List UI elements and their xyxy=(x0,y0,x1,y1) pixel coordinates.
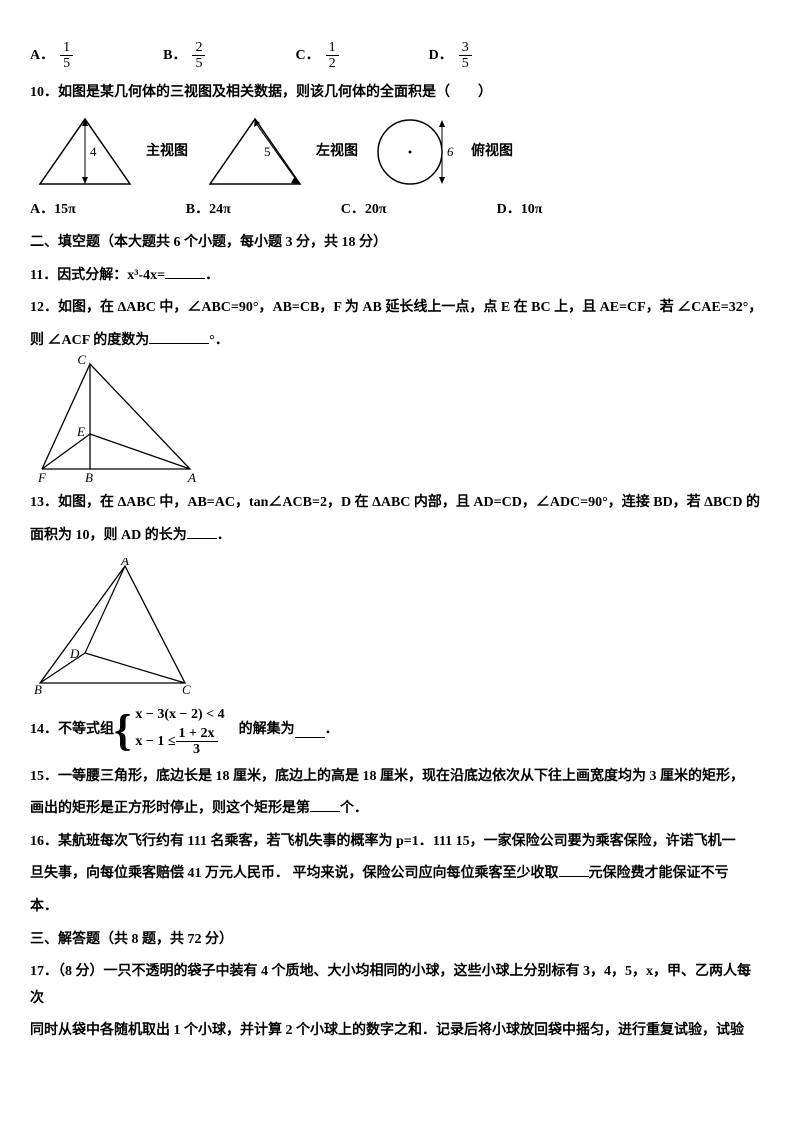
q10-opt-a: A．15π xyxy=(30,197,76,224)
q13-svg: A D B C xyxy=(30,558,200,698)
q13-line2: 面积为 10，则 AD 的长为 ． xyxy=(30,523,764,550)
lbl-c2: C xyxy=(182,682,191,697)
section-3-title: 三、解答题（共 8 题，共 72 分） xyxy=(30,927,764,954)
q14-b: 的解集为 xyxy=(225,717,295,744)
q10-opt-c: C．20π xyxy=(341,197,387,224)
lbl-e: E xyxy=(76,424,85,439)
q11-tail: ． xyxy=(205,268,219,283)
q-options-fractions: A． 1 5 B． 2 5 C． 1 2 D． 3 5 xyxy=(30,40,764,72)
brace-icon: { xyxy=(114,709,131,753)
q13-line1: 13．如图，在 ΔABC 中，AB=AC，tan∠ACB=2，D 在 ΔABC … xyxy=(30,490,764,517)
top-view-label: 俯视图 xyxy=(471,139,513,166)
side-val: 5 xyxy=(264,144,271,159)
front-view: 4 主视图 xyxy=(30,114,188,189)
q16-line2: 旦失事，向每位乘客赔偿 41 万元人民币． 平均来说，保险公司应向每位乘客至少收… xyxy=(30,861,764,888)
q16-line1: 16．某航班每次飞行约有 111 名乘客，若飞机失事的概率为 p=1．111 1… xyxy=(30,829,764,856)
q11-text: 11．因式分解：x³-4x= xyxy=(30,268,165,283)
option-d-label: D． xyxy=(429,43,453,70)
sys-line2: x − 1 ≤ 1 + 2x 3 xyxy=(135,726,224,758)
q12-l2b: °． xyxy=(209,333,229,348)
q13-figure: A D B C xyxy=(30,558,764,698)
q16-l2a: 旦失事，向每位乘客赔偿 41 万元人民币． 平均来说，保险公司应向每位乘客至少收… xyxy=(30,866,559,881)
top-d: 6 xyxy=(447,144,454,159)
lbl-c: C xyxy=(77,354,86,367)
front-view-svg: 4 xyxy=(30,114,140,189)
q12-svg: C E F B A xyxy=(30,354,210,484)
q10-text: 10．如图是某几何体的三视图及相关数据，则该几何体的全面积是（ ） xyxy=(30,80,764,107)
q15-line2: 画出的矩形是正方形时停止，则这个矩形是第 个． xyxy=(30,796,764,823)
q10-opt-b: B．24π xyxy=(186,197,231,224)
top-view-svg: 6 xyxy=(370,114,465,189)
q14-c: ． xyxy=(325,717,339,744)
sys-line1: x − 3(x − 2) < 4 xyxy=(135,704,224,726)
option-a: A． 1 5 xyxy=(30,40,73,72)
q10-opt-d: D．10π xyxy=(497,197,543,224)
q14-system: { x − 3(x − 2) < 4 x − 1 ≤ 1 + 2x 3 xyxy=(114,704,225,758)
q12-line1: 12．如图，在 ΔABC 中，∠ABC=90°，AB=CB，F 为 AB 延长线… xyxy=(30,295,764,322)
q11-blank xyxy=(165,264,205,279)
q12-l2a: 则 ∠ACF 的度数为 xyxy=(30,333,149,348)
side-view-svg: 5 xyxy=(200,114,310,189)
q15-l2a: 画出的矩形是正方形时停止，则这个矩形是第 xyxy=(30,801,310,816)
option-a-label: A． xyxy=(30,43,54,70)
side-view: 5 左视图 xyxy=(200,114,358,189)
option-d: D． 3 5 xyxy=(429,40,472,72)
option-d-frac: 3 5 xyxy=(459,40,472,72)
q14: 14．不等式组 { x − 3(x − 2) < 4 x − 1 ≤ 1 + 2… xyxy=(30,704,764,758)
sys-lines: x − 3(x − 2) < 4 x − 1 ≤ 1 + 2x 3 xyxy=(135,704,224,758)
option-c-label: C． xyxy=(295,43,319,70)
section-2-title: 二、填空题（本大题共 6 个小题，每小题 3 分，共 18 分） xyxy=(30,230,764,257)
q14-blank xyxy=(295,723,325,738)
option-c: C． 1 2 xyxy=(295,40,338,72)
q12-figure: C E F B A xyxy=(30,354,764,484)
option-b: B． 2 5 xyxy=(163,40,205,72)
lbl-a: A xyxy=(187,470,196,484)
lbl-b: B xyxy=(85,470,93,484)
q13-l2b: ． xyxy=(217,528,231,543)
option-b-label: B． xyxy=(163,43,186,70)
sys2a: x − 1 ≤ xyxy=(135,731,175,753)
q16-l2b: 元保险费才能保证不亏 xyxy=(589,866,729,881)
q17-line2: 同时从袋中各随机取出 1 个小球，并计算 2 个小球上的数字之和．记录后将小球放… xyxy=(30,1018,764,1045)
q10-options: A．15π B．24π C．20π D．10π xyxy=(30,197,764,224)
option-b-frac: 2 5 xyxy=(192,40,205,72)
top-view: 6 俯视图 xyxy=(370,114,513,189)
lbl-f: F xyxy=(37,470,47,484)
q15-line1: 15．一等腰三角形，底边长是 18 厘米，底边上的高是 18 厘米，现在沿底边依… xyxy=(30,764,764,791)
q16-line3: 本． xyxy=(30,894,764,921)
q14-a: 14．不等式组 xyxy=(30,717,114,744)
option-c-frac: 1 2 xyxy=(326,40,339,72)
q10-views: 4 主视图 5 左视图 6 俯视图 xyxy=(30,114,764,189)
lbl-d2: D xyxy=(69,646,80,661)
q11: 11．因式分解：x³-4x= ． xyxy=(30,263,764,290)
q12-blank xyxy=(149,329,209,344)
side-view-label: 左视图 xyxy=(316,139,358,166)
lbl-b2: B xyxy=(34,682,42,697)
front-view-label: 主视图 xyxy=(146,139,188,166)
sys2-frac: 1 + 2x 3 xyxy=(176,726,218,758)
lbl-a2: A xyxy=(120,558,129,568)
q12-line2: 则 ∠ACF 的度数为 °． xyxy=(30,328,764,355)
q13-l2a: 面积为 10，则 AD 的长为 xyxy=(30,528,187,543)
front-h: 4 xyxy=(90,144,97,159)
q13-blank xyxy=(187,524,217,539)
option-a-frac: 1 5 xyxy=(60,40,73,72)
q15-blank xyxy=(310,797,340,812)
q16-blank xyxy=(559,862,589,877)
q15-l2b: 个． xyxy=(340,801,368,816)
q17-line1: 17．（8 分）一只不透明的袋子中装有 4 个质地、大小均相同的小球，这些小球上… xyxy=(30,959,764,1012)
